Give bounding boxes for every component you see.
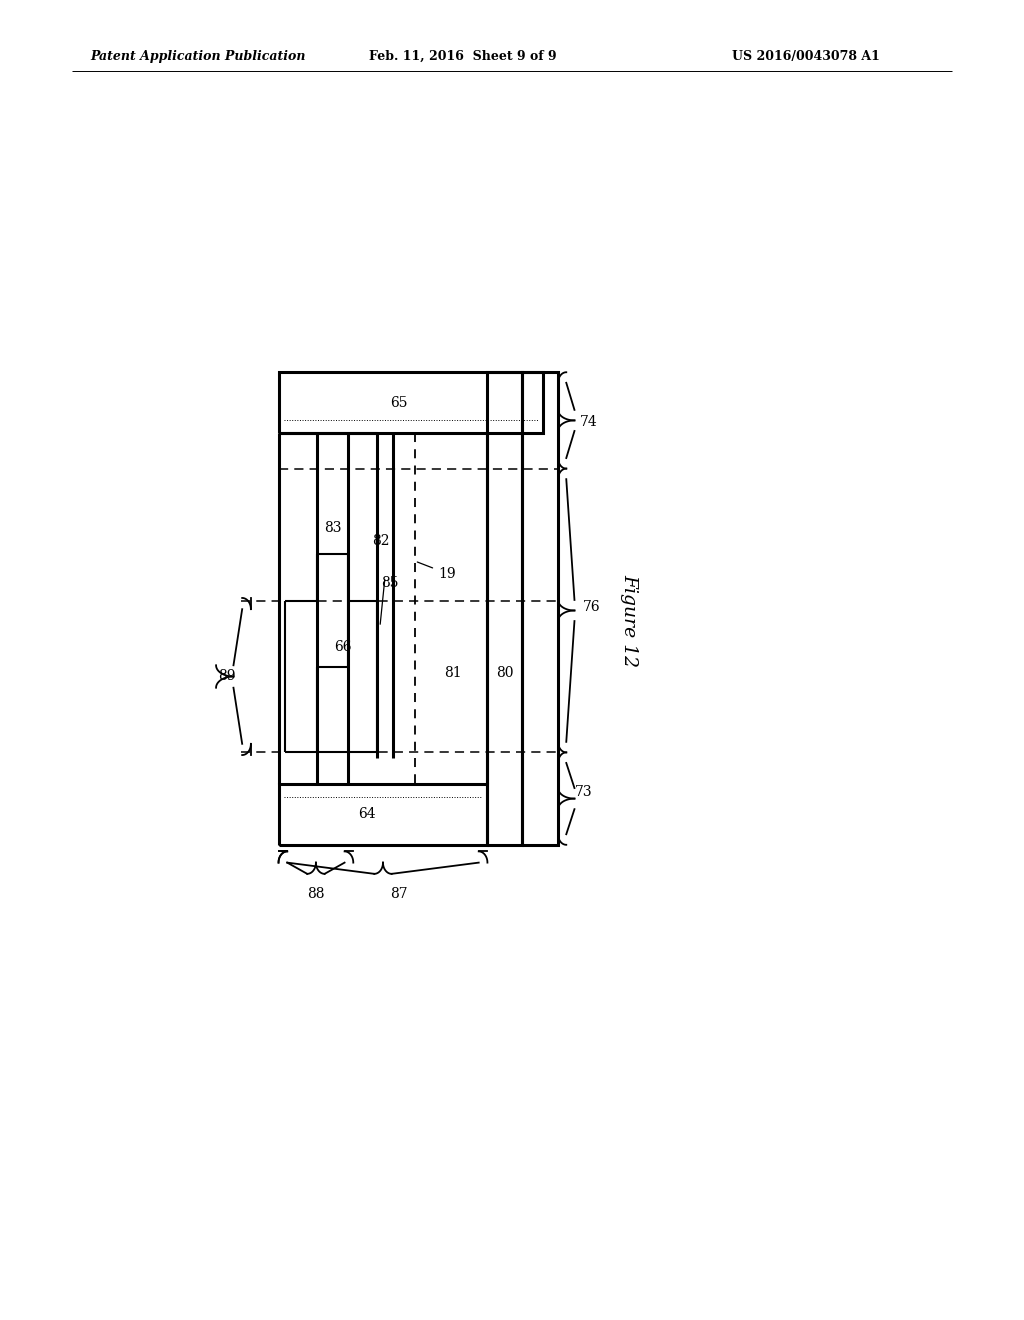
Text: 76: 76	[583, 601, 601, 614]
Text: Figure 12: Figure 12	[621, 574, 639, 667]
Text: 65: 65	[390, 396, 409, 409]
Text: 73: 73	[574, 785, 593, 799]
Text: 66: 66	[334, 640, 352, 653]
Text: Feb. 11, 2016  Sheet 9 of 9: Feb. 11, 2016 Sheet 9 of 9	[369, 50, 556, 63]
Text: 89: 89	[218, 669, 237, 682]
Text: 87: 87	[390, 887, 409, 900]
Text: US 2016/0043078 A1: US 2016/0043078 A1	[732, 50, 880, 63]
Text: 82: 82	[372, 535, 390, 548]
Text: 74: 74	[580, 416, 598, 429]
Text: 19: 19	[438, 568, 457, 581]
Text: 64: 64	[357, 808, 376, 821]
Text: Patent Application Publication: Patent Application Publication	[90, 50, 305, 63]
Text: 85: 85	[381, 577, 399, 590]
Text: 83: 83	[324, 521, 342, 535]
Text: 80: 80	[496, 667, 514, 680]
Text: 81: 81	[443, 667, 462, 680]
Text: 88: 88	[306, 887, 325, 900]
